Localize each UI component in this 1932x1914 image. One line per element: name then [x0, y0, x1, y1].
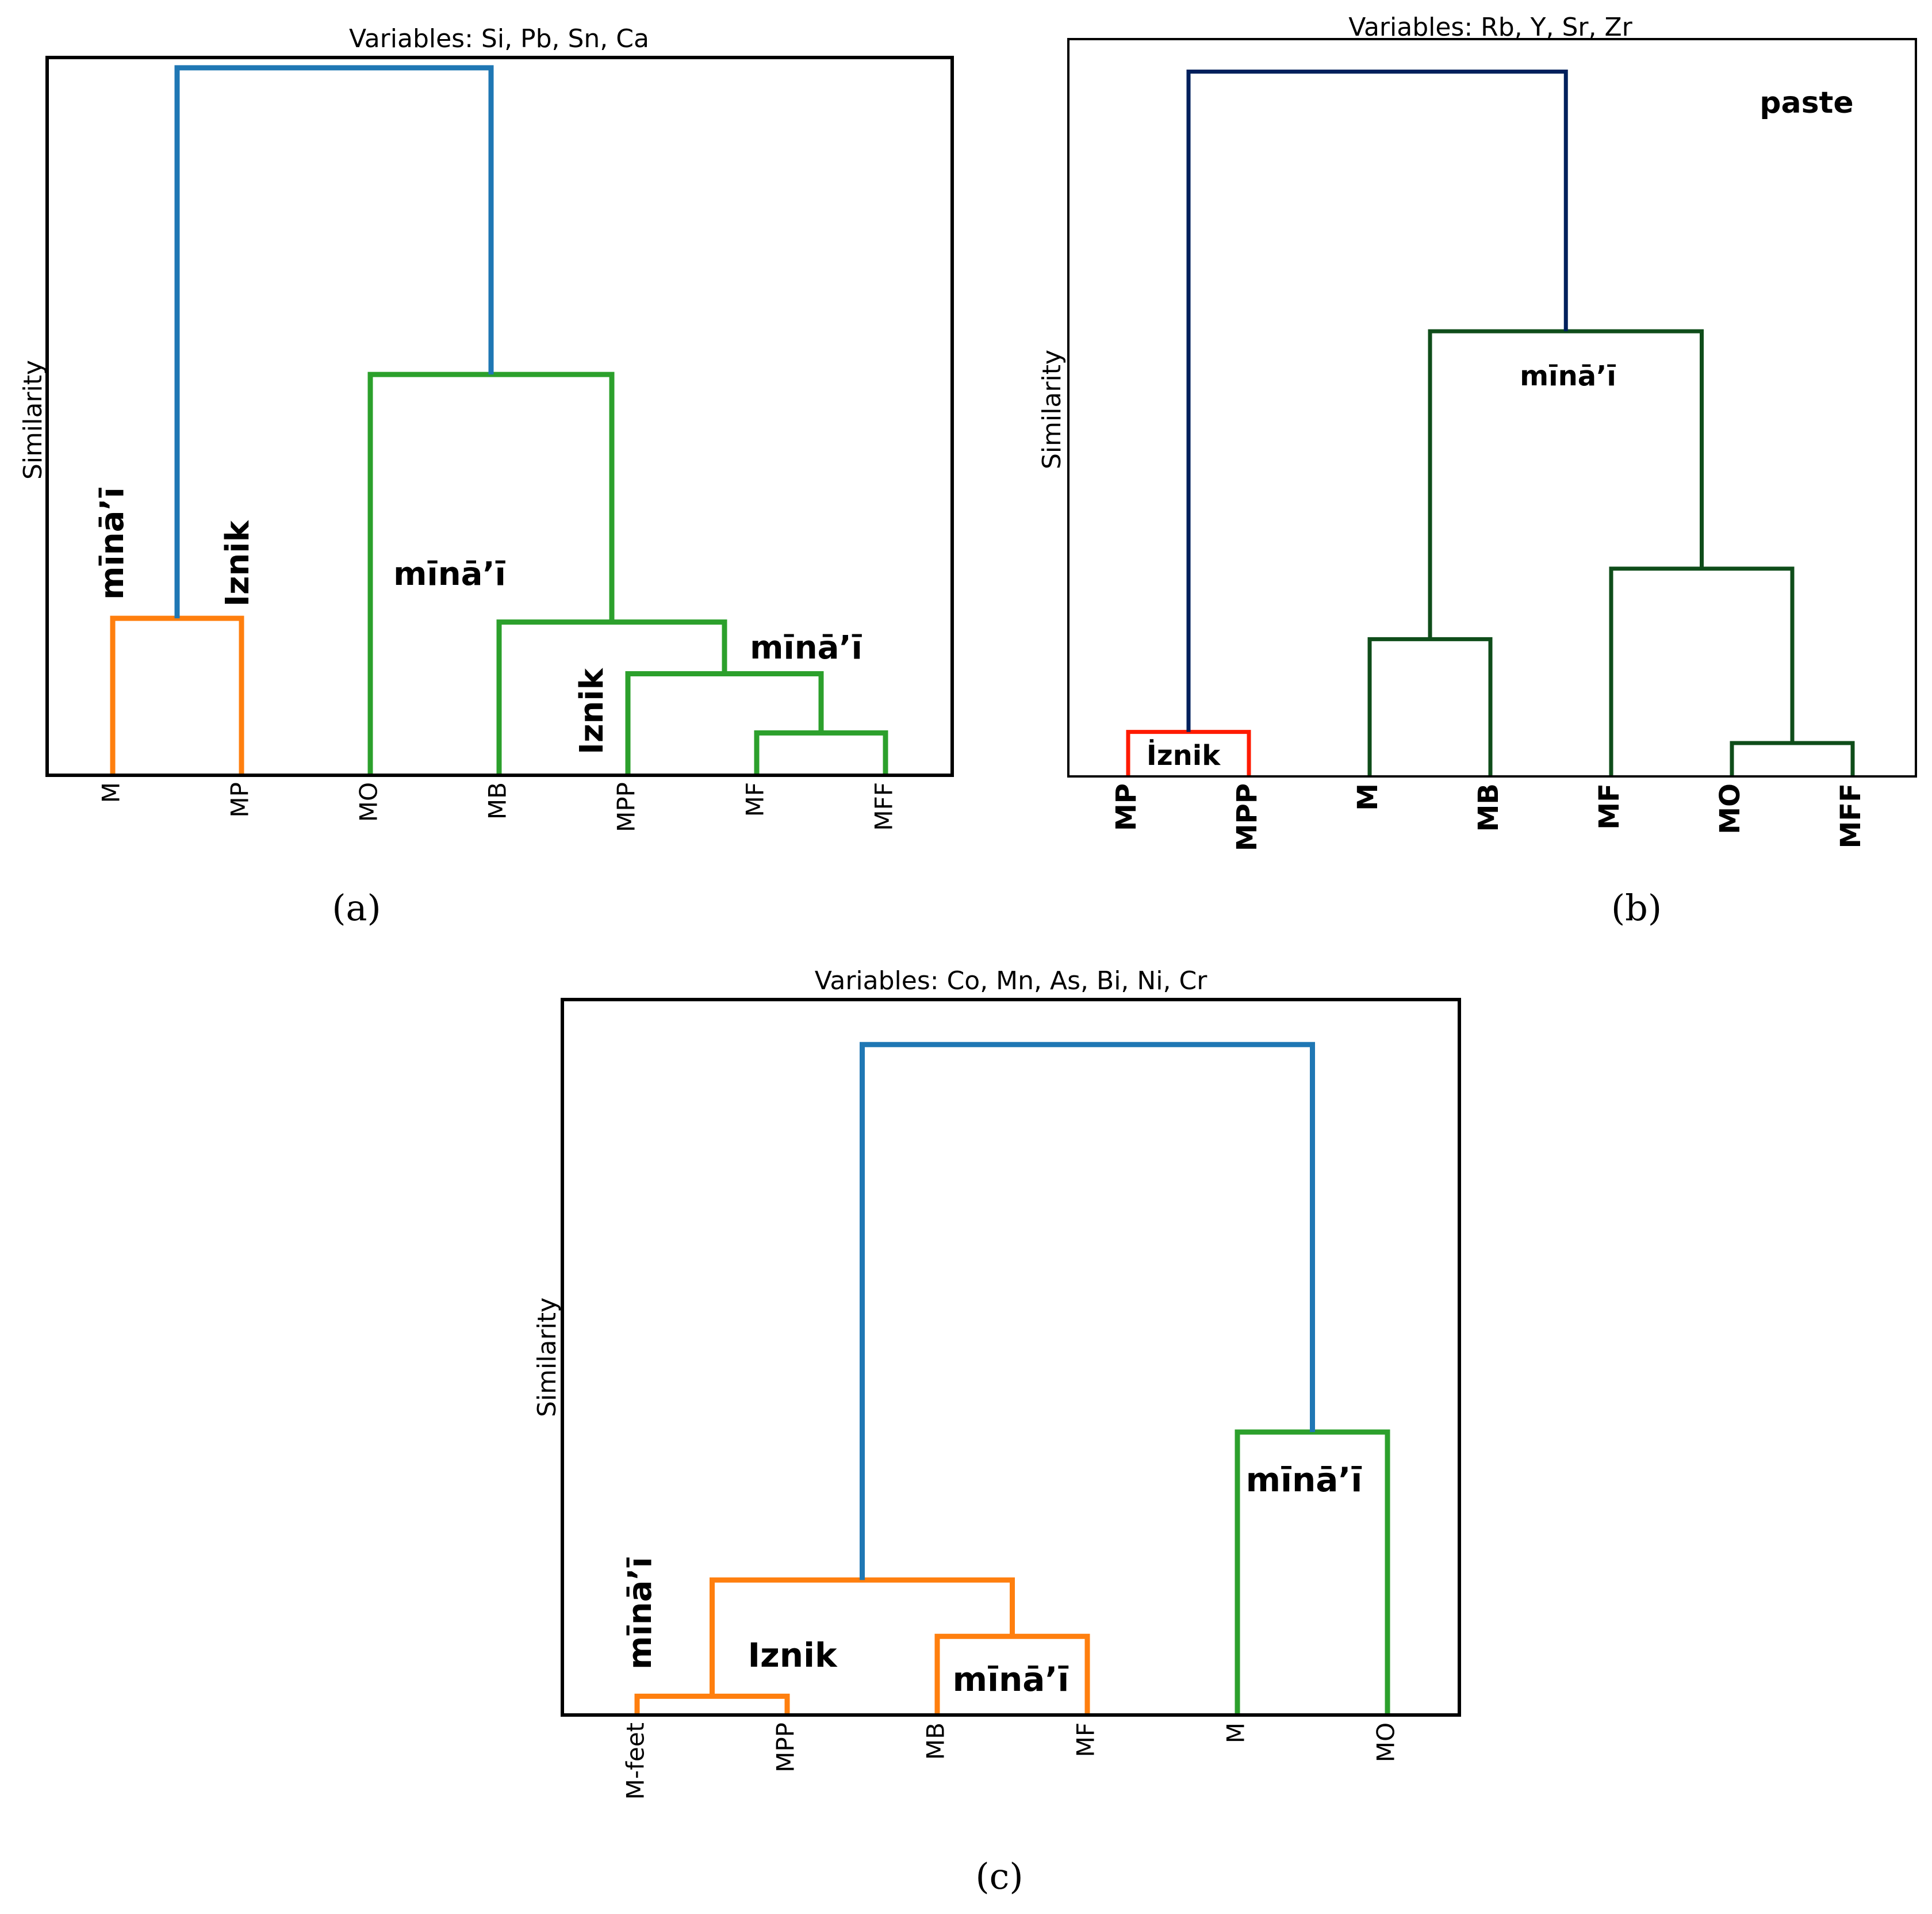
panel-b: Variables: Rb, Y, Sr, Zr Similarity MP MP… — [1037, 13, 1917, 929]
panel-a-link-6 — [174, 65, 494, 619]
panel-b-link-3 — [1367, 637, 1493, 776]
panel-b-annotation-iznik: İznik — [1147, 739, 1221, 772]
panel-a-link-2 — [625, 671, 824, 774]
panel-a-leaf-label-mp: MP — [226, 782, 254, 818]
panel-c-leaf-label-m: M — [1222, 1722, 1250, 1743]
panel-b-leaf-label-mf: MF — [1593, 783, 1626, 830]
panel-b-leaf-label-mff: MFF — [1835, 783, 1867, 848]
panel-c-leaf-label-mf: MF — [1072, 1722, 1100, 1757]
panel-a-annotation-mina-3: mīnā’ī — [750, 629, 862, 667]
panel-b-title: Variables: Rb, Y, Sr, Zr — [1348, 13, 1632, 42]
panel-a-plot-frame — [45, 56, 954, 777]
panel-c-link-5 — [860, 1042, 1315, 1580]
panel-b-leaf-label-m: M — [1352, 783, 1384, 811]
panel-a-annotation-iznik-2: Iznik — [573, 667, 611, 754]
panel-b-leaf-label-mo: MO — [1714, 783, 1746, 834]
panel-c-plot-frame — [561, 998, 1461, 1717]
panel-b-plot-frame — [1067, 38, 1917, 778]
panel-a: Variables: Si, Pb, Sn, Ca Similarity M MP… — [18, 24, 954, 929]
panel-a-links — [110, 65, 888, 774]
panel-a-leaf-label-m: M — [97, 782, 125, 803]
panel-b-annotation-paste: paste — [1759, 86, 1853, 120]
panel-b-links — [1126, 70, 1855, 776]
panel-a-link-1 — [754, 730, 888, 774]
panel-b-leaf-labels: MP MPP M MB MF MO MFF — [1110, 783, 1867, 851]
panel-c-annotation-mina-1: mīnā’ī — [622, 1557, 659, 1670]
panel-b-link-4 — [1609, 566, 1795, 776]
panel-c: Variables: Co, Mn, As, Bi, Ni, Cr Simila… — [532, 966, 1461, 1897]
panel-a-annotation-iznik-1: Iznik — [219, 519, 256, 606]
panel-c-annotation-iznik: Iznik — [747, 1636, 838, 1675]
panel-c-title: Variables: Co, Mn, As, Bi, Ni, Cr — [815, 966, 1208, 996]
panel-c-leaf-labels: M-feet MPP MB MF M MO — [622, 1722, 1400, 1800]
panel-a-leaf-label-mo: MO — [355, 782, 383, 822]
panel-a-title: Variables: Si, Pb, Sn, Ca — [349, 24, 649, 53]
panel-a-y-axis-label: Similarity — [18, 360, 48, 480]
panel-c-link-1 — [634, 1693, 790, 1714]
panel-a-link-3 — [496, 619, 727, 774]
panel-b-link-1 — [1730, 741, 1855, 776]
panel-a-leaf-label-mb: MB — [484, 782, 512, 820]
panel-a-annotation-mina-2: mīnā’ī — [393, 556, 506, 593]
panel-b-caption: (b) — [1611, 887, 1662, 929]
panel-c-leaf-label-mo: MO — [1372, 1722, 1400, 1762]
panel-c-annotation-mina-2: mīnā’ī — [953, 1660, 1070, 1699]
panel-a-leaf-label-mpp: MPP — [612, 782, 641, 832]
panel-c-links — [634, 1042, 1390, 1714]
panel-c-annotation-mina-3: mīnā’ī — [1246, 1460, 1363, 1499]
panel-b-leaf-label-mb: MB — [1473, 783, 1505, 832]
panel-b-leaf-label-mpp: MPP — [1231, 783, 1263, 851]
panel-a-leaf-label-mff: MFF — [870, 782, 898, 831]
panel-c-leaf-label-m-feet: M-feet — [622, 1722, 650, 1800]
panel-a-caption: (a) — [332, 887, 381, 929]
panel-c-leaf-label-mb: MB — [922, 1722, 950, 1760]
panel-b-annotation-mina: mīnā’ī — [1520, 360, 1616, 392]
panel-a-annotation-mina-1: mīnā’ī — [94, 487, 131, 600]
panel-a-link-4 — [110, 615, 244, 774]
panel-a-leaf-labels: M MP MO MB MPP MF MFF — [97, 782, 898, 832]
panel-a-leaf-label-mf: MF — [741, 782, 769, 817]
panel-c-leaf-label-mpp: MPP — [772, 1722, 800, 1773]
panel-b-link-6 — [1186, 70, 1568, 732]
panel-c-caption: (c) — [975, 1855, 1023, 1897]
panel-b-leaf-label-mp: MP — [1110, 783, 1143, 831]
panel-c-y-axis-label: Similarity — [532, 1297, 562, 1417]
panel-b-y-axis-label: Similarity — [1037, 350, 1067, 469]
